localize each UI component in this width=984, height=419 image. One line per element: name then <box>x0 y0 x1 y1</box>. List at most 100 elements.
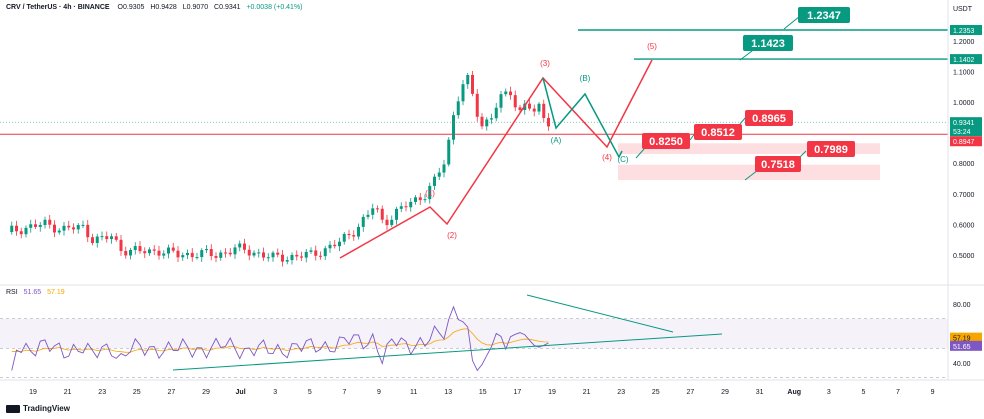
candle <box>366 214 370 217</box>
symbol-title[interactable]: CRV / TetherUS · 4h · BINANCE <box>6 4 110 11</box>
rsi-tag-bg <box>950 340 982 351</box>
candle <box>247 249 251 256</box>
candle <box>190 252 194 258</box>
candle <box>518 107 522 110</box>
time-tick-label: 21 <box>64 389 72 396</box>
impulse-wave-line <box>339 59 653 259</box>
rsi-support-trendline <box>172 333 723 371</box>
hline-price-tag: 0.8947 <box>953 139 975 146</box>
candle <box>352 235 356 237</box>
candle <box>81 224 85 226</box>
time-tick-label: 3 <box>273 389 277 396</box>
high-value: H0.9428 <box>150 4 177 11</box>
last-price-tag-bg <box>950 117 982 128</box>
price-tick-label: 0.7000 <box>953 192 975 199</box>
candle <box>29 224 33 228</box>
target-price-tag: 1.1402 <box>953 57 975 64</box>
rsi-ma-value: 57.19 <box>47 289 65 296</box>
target-callout-box <box>798 7 850 23</box>
rsi-tick-label: 80.00 <box>953 302 971 309</box>
candle <box>428 185 432 200</box>
time-tick-label: 9 <box>931 389 935 396</box>
candle <box>433 176 436 186</box>
last-price-tag: 0.9341 <box>953 120 975 127</box>
target-pointer <box>783 15 801 30</box>
candle <box>423 199 427 201</box>
rsi-resistance-trendline <box>526 294 674 333</box>
candle <box>471 74 474 94</box>
candle <box>62 225 66 231</box>
time-tick-label: Jul <box>236 389 246 396</box>
candle <box>456 101 460 116</box>
candle <box>181 255 185 258</box>
price-pane: (1) (2) (3) (4) (5) (A) (B) (C) 1.2347 1.1423 0.89… <box>0 7 948 267</box>
candle <box>442 164 446 173</box>
candle <box>290 254 294 261</box>
candle <box>176 250 180 258</box>
rsi-ma-tag: 57.19 <box>953 336 971 343</box>
candle <box>24 227 28 235</box>
time-tick-label: 21 <box>583 389 591 396</box>
time-tick-label: 19 <box>548 389 556 396</box>
candle <box>133 246 137 251</box>
time-tick-label: 31 <box>756 389 764 396</box>
candle <box>100 236 104 238</box>
price-tick-label: 1.1000 <box>953 69 975 76</box>
tradingview-icon <box>6 404 20 413</box>
support-callout-box <box>755 156 801 172</box>
rsi-ma-tag-bg <box>950 332 982 343</box>
time-tick-label: 27 <box>687 389 695 396</box>
candle <box>361 216 365 227</box>
target-callout: 1.2347 <box>807 10 841 22</box>
time-tick-label: 7 <box>896 389 900 396</box>
candle <box>72 227 75 230</box>
support-pointer <box>744 169 759 181</box>
candle <box>485 119 489 127</box>
time-tick-label: 5 <box>861 389 865 396</box>
target-price-tag-bg <box>950 54 982 65</box>
support-zone <box>618 164 880 181</box>
price-tick-label: 0.8000 <box>953 161 975 168</box>
candle <box>233 247 237 255</box>
candle <box>124 250 128 256</box>
candle <box>171 247 175 251</box>
candle <box>319 255 322 257</box>
candle <box>376 208 379 210</box>
candle <box>399 206 403 209</box>
candle <box>266 257 270 259</box>
candle <box>257 252 261 254</box>
candle <box>385 219 389 226</box>
candle <box>195 257 199 259</box>
candle <box>67 225 71 228</box>
target-callout: 1.1423 <box>751 38 785 50</box>
candle <box>371 208 375 215</box>
candle <box>347 233 351 236</box>
support-callout: 0.8512 <box>701 127 735 139</box>
candle <box>547 117 550 127</box>
tradingview-logo[interactable]: TradingView <box>6 404 70 413</box>
rsi-tag: 51.65 <box>953 344 971 351</box>
candle <box>314 250 318 256</box>
candle <box>395 208 398 220</box>
candle <box>499 94 503 108</box>
time-tick-label: 5 <box>308 389 312 396</box>
ohlc-readout: O0.9305 H0.9428 L0.9070 C0.9341 +0.0038 … <box>118 4 307 11</box>
candle <box>262 252 265 258</box>
time-tick-label: 7 <box>342 389 346 396</box>
candle <box>95 236 99 244</box>
change-value: +0.0038 (+0.41%) <box>246 4 303 11</box>
candle <box>48 219 52 225</box>
support-zone <box>618 143 880 155</box>
time-tick-label: 17 <box>514 389 522 396</box>
candle <box>110 236 113 240</box>
candle <box>404 206 408 208</box>
rsi-header[interactable]: RSI 51.65 57.19 <box>6 289 65 296</box>
candle <box>475 93 479 117</box>
candle <box>509 91 512 96</box>
target-price-tag: 1.2353 <box>953 28 975 35</box>
price-axis: 1.20001.10001.00000.90000.80000.70000.60… <box>950 24 982 368</box>
support-callout-box <box>642 133 690 149</box>
time-tick-label: 15 <box>479 389 487 396</box>
rsi-value: 51.65 <box>23 289 42 296</box>
